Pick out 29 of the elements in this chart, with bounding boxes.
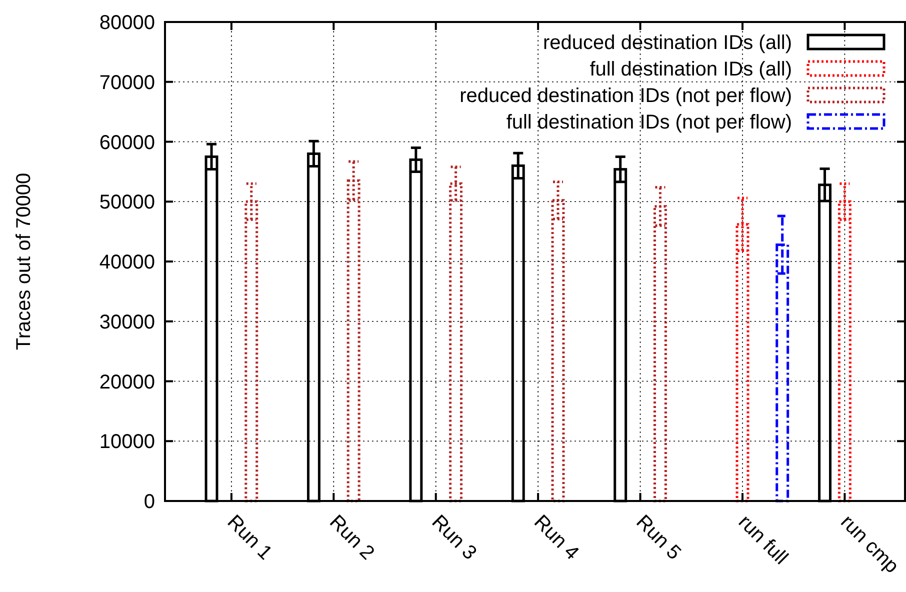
bar (449, 182, 463, 502)
bar (244, 200, 258, 502)
x-tick-label: run cmp (836, 510, 903, 578)
y-tick-label: 50000 (99, 192, 155, 214)
bar (776, 243, 790, 502)
legend-label: full destination IDs (all) (590, 58, 792, 80)
y-tick-label: 20000 (99, 371, 155, 394)
bar (838, 200, 852, 502)
bar (346, 179, 360, 502)
y-tick-label: 80000 (99, 12, 155, 34)
bar (653, 205, 667, 502)
y-tick-label: 0 (144, 491, 155, 513)
y-tick-label: 40000 (99, 252, 155, 274)
x-tick-label: Run 3 (427, 510, 481, 564)
y-axis-title: Traces out of 70000 (13, 172, 35, 350)
x-tick-label: run full (734, 510, 792, 569)
y-tick-label: 30000 (99, 311, 155, 334)
x-tick-label: Run 5 (632, 510, 686, 564)
y-tick-label: 10000 (99, 431, 155, 454)
bar (551, 199, 565, 502)
y-tick-label: 70000 (99, 72, 155, 94)
x-tick-label: Run 2 (325, 510, 378, 564)
x-tick-label: Run 4 (530, 510, 583, 564)
legend-label: reduced destination IDs (all) (542, 32, 792, 54)
y-tick-label: 60000 (99, 132, 155, 154)
legend-label: full destination IDs (not per flow) (506, 112, 792, 134)
x-tick-label: Run 1 (222, 510, 276, 564)
legend-label: reduced destination IDs (not per flow) (460, 85, 792, 107)
bar (736, 223, 750, 502)
